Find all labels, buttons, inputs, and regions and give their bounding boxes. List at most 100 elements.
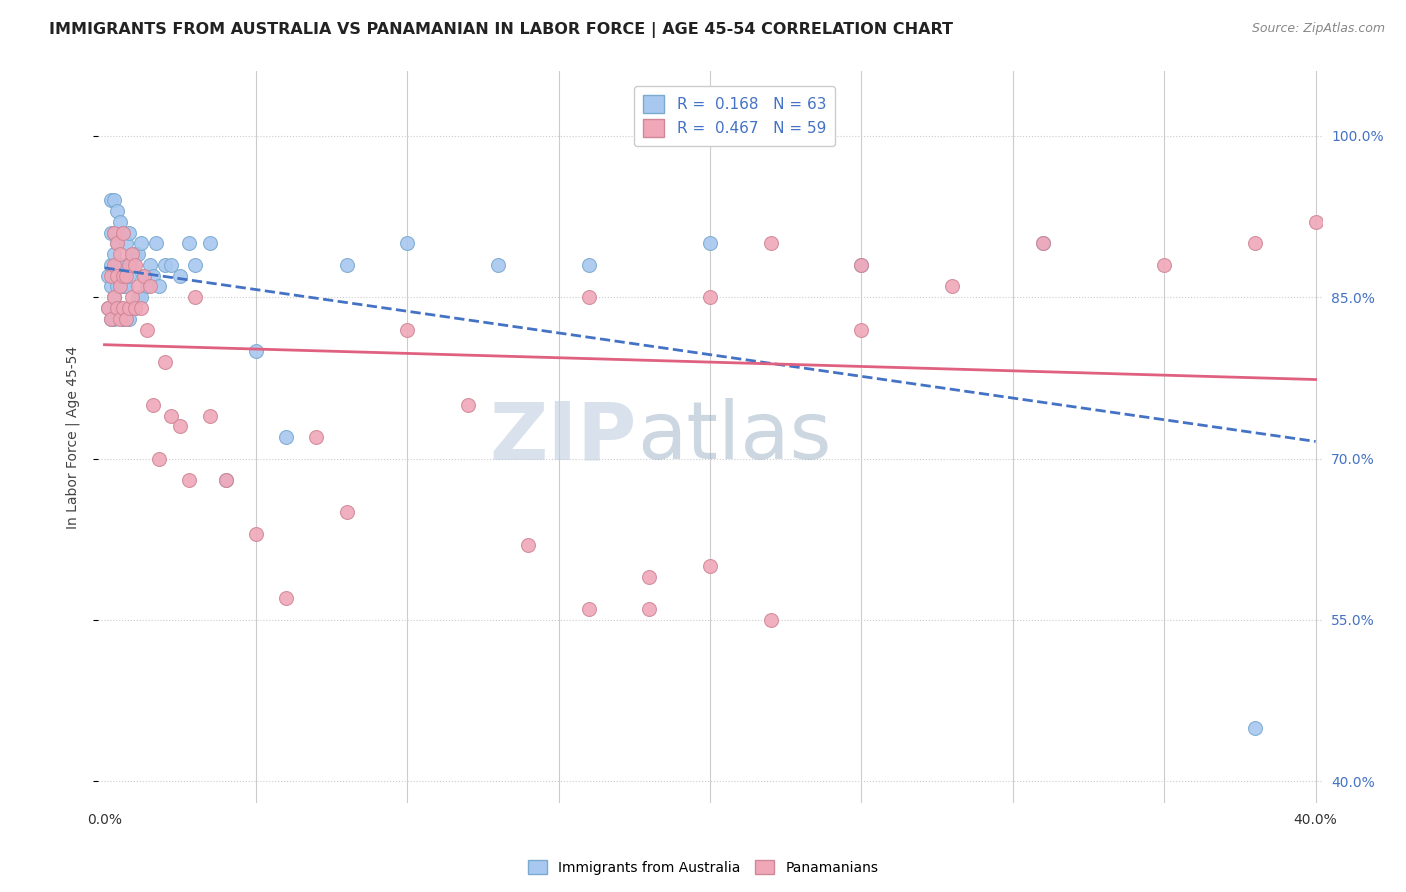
- Point: [153, 258, 176, 272]
- Point: [105, 236, 128, 251]
- Text: IMMIGRANTS FROM AUSTRALIA VS PANAMANIAN IN LABOR FORCE | AGE 45-54 CORRELATION C: IMMIGRANTS FROM AUSTRALIA VS PANAMANIAN …: [49, 22, 953, 38]
- Point: [103, 268, 125, 283]
- Point: [759, 236, 782, 251]
- Point: [114, 268, 136, 283]
- Point: [108, 301, 131, 315]
- Point: [127, 279, 149, 293]
- Point: [121, 290, 143, 304]
- Legend: Immigrants from Australia, Panamanians: Immigrants from Australia, Panamanians: [522, 855, 884, 880]
- Point: [105, 268, 128, 283]
- Point: [169, 268, 191, 283]
- Point: [124, 258, 146, 272]
- Point: [100, 311, 122, 326]
- Point: [108, 247, 131, 261]
- Point: [457, 398, 479, 412]
- Point: [124, 247, 146, 261]
- Point: [127, 247, 149, 261]
- Point: [160, 258, 183, 272]
- Point: [118, 226, 141, 240]
- Point: [111, 268, 134, 283]
- Point: [214, 473, 236, 487]
- Point: [111, 258, 134, 272]
- Point: [179, 236, 201, 251]
- Point: [638, 570, 661, 584]
- Point: [142, 268, 165, 283]
- Point: [111, 226, 134, 240]
- Text: Source: ZipAtlas.com: Source: ZipAtlas.com: [1251, 22, 1385, 36]
- Point: [305, 430, 328, 444]
- Point: [108, 311, 131, 326]
- Point: [139, 279, 162, 293]
- Point: [111, 311, 134, 326]
- Point: [103, 226, 125, 240]
- Point: [105, 301, 128, 315]
- Point: [699, 236, 721, 251]
- Point: [139, 258, 162, 272]
- Point: [121, 247, 143, 261]
- Point: [124, 301, 146, 315]
- Point: [103, 194, 125, 208]
- Point: [245, 527, 267, 541]
- Point: [1305, 215, 1327, 229]
- Point: [396, 236, 419, 251]
- Point: [1032, 236, 1054, 251]
- Text: atlas: atlas: [637, 398, 831, 476]
- Point: [100, 279, 122, 293]
- Point: [129, 236, 152, 251]
- Point: [100, 226, 122, 240]
- Point: [105, 258, 128, 272]
- Point: [179, 473, 201, 487]
- Point: [121, 258, 143, 272]
- Point: [124, 301, 146, 315]
- Point: [153, 355, 176, 369]
- Point: [111, 301, 134, 315]
- Point: [200, 409, 222, 423]
- Point: [103, 226, 125, 240]
- Point: [160, 409, 183, 423]
- Point: [396, 322, 419, 336]
- Point: [142, 398, 165, 412]
- Point: [486, 258, 509, 272]
- Y-axis label: In Labor Force | Age 45-54: In Labor Force | Age 45-54: [66, 345, 80, 529]
- Point: [1244, 236, 1267, 251]
- Point: [103, 258, 125, 272]
- Point: [100, 194, 122, 208]
- Point: [1032, 236, 1054, 251]
- Point: [148, 451, 170, 466]
- Legend: R =  0.168   N = 63, R =  0.467   N = 59: R = 0.168 N = 63, R = 0.467 N = 59: [634, 87, 835, 146]
- Point: [132, 268, 155, 283]
- Point: [132, 268, 155, 283]
- Point: [105, 301, 128, 315]
- Point: [941, 279, 963, 293]
- Point: [100, 311, 122, 326]
- Point: [105, 236, 128, 251]
- Point: [103, 290, 125, 304]
- Point: [578, 258, 600, 272]
- Point: [517, 538, 540, 552]
- Point: [200, 236, 222, 251]
- Point: [103, 290, 125, 304]
- Point: [118, 258, 141, 272]
- Point: [169, 419, 191, 434]
- Point: [336, 505, 359, 519]
- Point: [276, 591, 298, 606]
- Point: [105, 204, 128, 219]
- Point: [148, 279, 170, 293]
- Point: [103, 311, 125, 326]
- Point: [699, 290, 721, 304]
- Point: [100, 258, 122, 272]
- Point: [114, 311, 136, 326]
- Point: [118, 301, 141, 315]
- Point: [108, 279, 131, 293]
- Point: [135, 322, 157, 336]
- Point: [96, 301, 118, 315]
- Point: [184, 290, 207, 304]
- Point: [1153, 258, 1175, 272]
- Point: [145, 236, 167, 251]
- Point: [759, 613, 782, 627]
- Point: [100, 268, 122, 283]
- Point: [699, 559, 721, 574]
- Point: [111, 279, 134, 293]
- Point: [851, 258, 873, 272]
- Point: [118, 268, 141, 283]
